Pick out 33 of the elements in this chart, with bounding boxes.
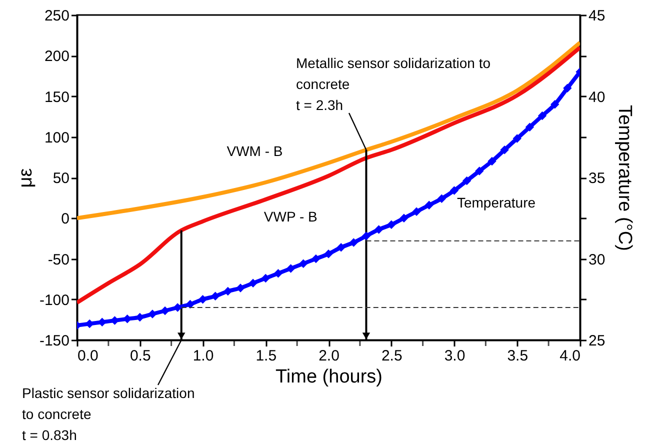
y2-tick-label: 40	[588, 88, 606, 106]
y2-tick-label: 25	[588, 332, 606, 350]
y-tick-label: -100	[39, 292, 70, 309]
y-tick-label: 100	[44, 129, 70, 146]
y-tick-label: 50	[52, 170, 70, 187]
series-label: VWM - B	[226, 143, 283, 159]
x-tick-label: 0.0	[78, 348, 98, 364]
x-tick-label: 0.5	[130, 348, 151, 364]
x-tick-label: 4.0	[560, 348, 580, 364]
line-series	[77, 40, 580, 220]
y2-tick-label: 35	[588, 170, 606, 187]
y-tick-label: -50	[48, 251, 70, 268]
y-tick-label: 0	[61, 210, 70, 228]
y-tick-label: 150	[44, 88, 70, 106]
y2-tick-label: 45	[588, 8, 606, 24]
x-tick-label: 2.5	[381, 348, 402, 364]
x-tick-label: 1.5	[256, 348, 277, 364]
y2-axis-title: Temperature (°C)	[614, 105, 636, 251]
x-tick-label: 3.0	[444, 348, 466, 364]
y2-tick-label: 30	[588, 251, 606, 268]
ref-line-label: Plastic sensor solidarization to concrete t = 0.83h	[22, 385, 195, 443]
x-tick-label: 3.5	[507, 348, 528, 364]
y-axis-title: με	[15, 168, 36, 188]
y-tick-label: -150	[39, 332, 70, 350]
line-series	[77, 46, 580, 305]
x-tick-label: 2.0	[318, 348, 340, 364]
y-tick-label: 200	[44, 48, 70, 66]
x-axis-title: Time (hours)	[276, 366, 382, 388]
series-label: Temperature	[456, 194, 536, 210]
ref-line-label: Metallic sensor solidarization to concrete t = 2.3h	[296, 55, 491, 113]
series-label: VWP - B	[264, 208, 318, 224]
x-tick-label: 1.0	[192, 348, 214, 364]
y-tick-label: 250	[44, 8, 70, 24]
